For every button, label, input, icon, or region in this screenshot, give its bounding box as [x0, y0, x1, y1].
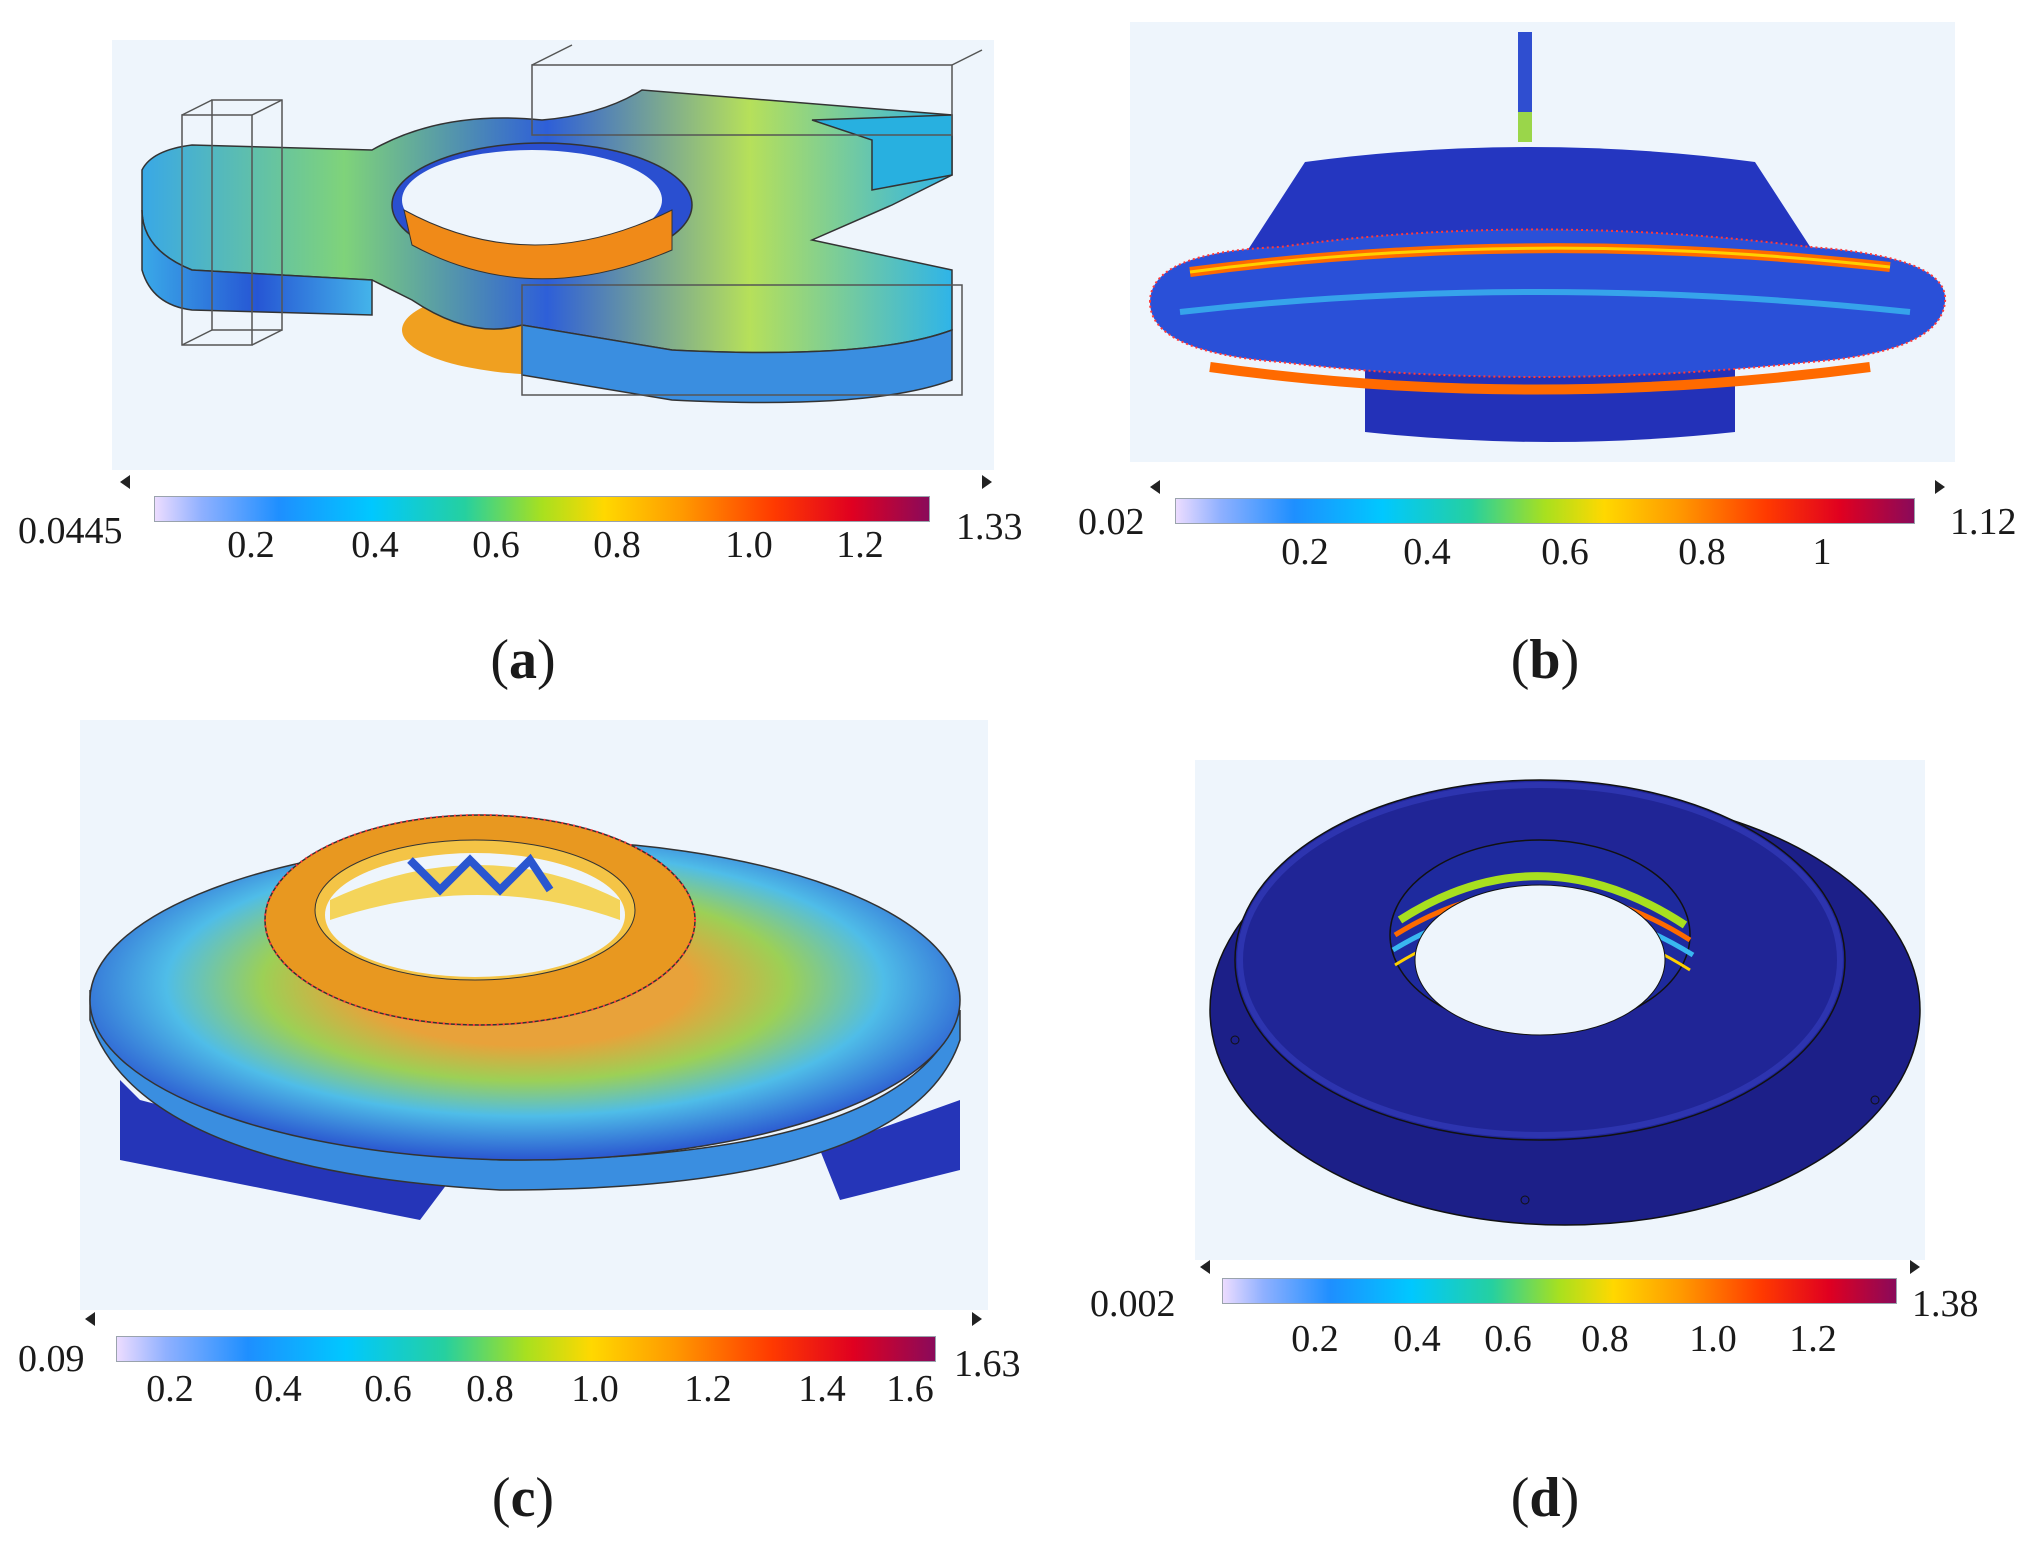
device-model-d	[1209, 779, 1921, 1226]
colorbar-gradient-b	[1176, 499, 1914, 523]
colorbar-tick-a-1: 0.2	[227, 524, 275, 566]
colorbar-min-c: 0.09	[18, 1338, 85, 1380]
colorbar-tick-c-1: 0.2	[146, 1368, 194, 1410]
simulation-render-d	[1195, 760, 1925, 1260]
colorbar-min-d: 0.002	[1090, 1283, 1176, 1325]
device-model-b	[1148, 32, 1947, 442]
colorbar-c	[116, 1336, 936, 1362]
colorbar-gradient-d	[1223, 1279, 1896, 1303]
colorbar-left-arrow-a	[120, 475, 130, 489]
colorbar-tick-c-3: 0.6	[364, 1368, 412, 1410]
panel-d: 0.002 1.38 0.2 0.4 0.6 0.8 1.0 1.2 (d)	[1010, 720, 2021, 1544]
colorbar-tick-a-6: 1.2	[836, 524, 884, 566]
panel-c: 0.09 1.63 0.2 0.4 0.6 0.8 1.0 1.2 1.4 1.…	[0, 720, 1021, 1544]
colorbar-left-arrow-b	[1150, 480, 1160, 494]
colorbar-tick-a-2: 0.4	[351, 524, 399, 566]
colorbar-right-arrow-b	[1935, 480, 1945, 494]
colorbar-min-b: 0.02	[1078, 501, 1145, 543]
colorbar-tick-a-5: 1.0	[725, 524, 773, 566]
colorbar-tick-c-2: 0.4	[254, 1368, 302, 1410]
colorbar-tick-b-5: 1	[1812, 531, 1832, 573]
colorbar-b	[1175, 498, 1915, 524]
simulation-render-a	[112, 40, 994, 470]
device-model-a	[141, 44, 983, 404]
colorbar-tick-c-4: 0.8	[466, 1368, 514, 1410]
colorbar-tick-a-3: 0.6	[472, 524, 520, 566]
colorbar-max-a: 1.33	[956, 506, 1023, 548]
colorbar-tick-d-4: 0.8	[1581, 1318, 1629, 1360]
colorbar-right-arrow-c	[972, 1312, 982, 1326]
colorbar-tick-b-4: 0.8	[1678, 531, 1726, 573]
colorbar-tick-c-7: 1.4	[798, 1368, 846, 1410]
colorbar-tick-d-6: 1.2	[1789, 1318, 1837, 1360]
colorbar-left-arrow-c	[85, 1312, 95, 1326]
colorbar-tick-b-3: 0.6	[1541, 531, 1589, 573]
colorbar-left-arrow-d	[1200, 1260, 1210, 1274]
colorbar-tick-d-5: 1.0	[1689, 1318, 1737, 1360]
colorbar-max-c: 1.63	[954, 1343, 1021, 1385]
colorbar-tick-b-2: 0.4	[1403, 531, 1451, 573]
colorbar-tick-d-2: 0.4	[1393, 1318, 1441, 1360]
panel-caption-b: (b)	[1510, 629, 1580, 691]
colorbar-tick-d-3: 0.6	[1484, 1318, 1532, 1360]
colorbar-gradient-a	[155, 497, 929, 521]
colorbar-a	[154, 496, 930, 522]
colorbar-max-d: 1.38	[1912, 1283, 1979, 1325]
colorbar-d	[1222, 1278, 1897, 1304]
panel-caption-c: (c)	[491, 1467, 555, 1529]
colorbar-tick-c-5: 1.0	[571, 1368, 619, 1410]
colorbar-tick-c-6: 1.2	[684, 1368, 732, 1410]
colorbar-tick-c-8: 1.6	[886, 1368, 934, 1410]
panel-b: 0.02 1.12 0.2 0.4 0.6 0.8 1 (b)	[1010, 0, 2021, 720]
panel-caption-a: (a)	[490, 629, 556, 691]
colorbar-right-arrow-d	[1910, 1260, 1920, 1274]
simulation-render-c	[80, 720, 988, 1310]
simulation-render-b	[1130, 22, 1955, 462]
colorbar-right-arrow-a	[982, 475, 992, 489]
colorbar-gradient-c	[117, 1337, 935, 1361]
colorbar-max-b: 1.12	[1950, 501, 2017, 543]
device-model-c	[89, 814, 961, 1220]
colorbar-tick-d-1: 0.2	[1291, 1318, 1339, 1360]
panel-caption-d: (d)	[1510, 1467, 1580, 1529]
colorbar-min-a: 0.0445	[18, 510, 123, 552]
colorbar-tick-a-4: 0.8	[593, 524, 641, 566]
panel-a: 0.0445 1.33 0.2 0.4 0.6 0.8 1.0 1.2 (a)	[0, 0, 1023, 720]
colorbar-tick-b-1: 0.2	[1281, 531, 1329, 573]
